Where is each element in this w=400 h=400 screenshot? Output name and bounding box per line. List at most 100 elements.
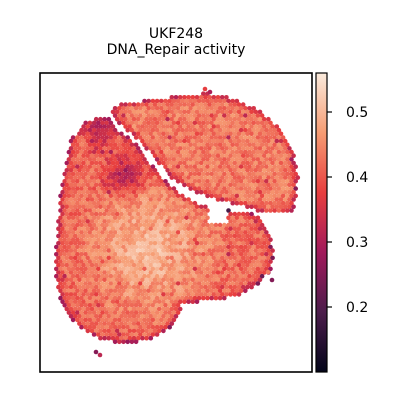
spot	[154, 215, 160, 221]
spot	[171, 288, 177, 294]
spot	[282, 182, 288, 188]
spot	[171, 120, 177, 126]
spot	[100, 266, 105, 272]
spot	[114, 182, 120, 188]
spot	[190, 204, 196, 210]
spot	[274, 138, 280, 144]
spot	[72, 168, 78, 173]
spot	[133, 281, 139, 286]
spot	[192, 266, 198, 272]
spot	[85, 277, 91, 283]
spot	[148, 197, 154, 202]
spot	[150, 171, 156, 177]
spot	[106, 211, 112, 217]
spot	[207, 153, 212, 158]
spot	[91, 295, 97, 301]
spot	[192, 222, 198, 228]
spot	[140, 306, 145, 312]
spot	[123, 241, 128, 246]
spot	[100, 127, 105, 133]
spot	[236, 160, 242, 166]
spot	[152, 233, 158, 239]
spot	[180, 230, 185, 235]
spot	[230, 127, 235, 133]
spot	[192, 215, 198, 221]
spot	[203, 124, 208, 129]
spot	[165, 131, 170, 137]
spot	[190, 277, 196, 283]
spot	[243, 252, 248, 257]
spot	[68, 189, 74, 195]
spot	[110, 189, 116, 195]
spot	[247, 106, 252, 111]
spot	[257, 226, 263, 231]
spot	[119, 226, 124, 231]
spot	[270, 124, 275, 129]
spot	[177, 233, 183, 239]
spot	[180, 215, 185, 221]
spot	[64, 241, 70, 246]
spot	[268, 171, 273, 177]
spot	[163, 164, 168, 169]
spot	[182, 124, 187, 129]
spot	[102, 255, 107, 261]
spot	[135, 146, 141, 151]
spot	[203, 175, 208, 180]
spot	[228, 284, 233, 290]
spot	[182, 197, 187, 202]
spot	[81, 160, 86, 166]
spot	[175, 171, 181, 177]
spot	[135, 328, 141, 334]
spot	[159, 252, 164, 257]
spot	[121, 171, 126, 177]
spot	[186, 95, 191, 100]
spot	[165, 168, 170, 173]
spot	[228, 292, 233, 297]
spot	[211, 175, 217, 180]
spot	[243, 222, 248, 228]
spot	[184, 259, 189, 264]
spot	[259, 186, 265, 191]
spot	[104, 157, 109, 162]
spot	[62, 230, 67, 235]
spot	[192, 142, 198, 148]
spot	[236, 248, 242, 253]
spot	[152, 248, 158, 253]
spot	[89, 211, 95, 217]
spot	[175, 149, 181, 155]
spot	[209, 295, 214, 301]
spot	[219, 168, 225, 173]
spot	[135, 299, 141, 305]
spot	[201, 252, 206, 257]
spot	[70, 208, 76, 213]
spot	[169, 321, 175, 326]
spot	[171, 149, 177, 155]
spot	[253, 138, 259, 144]
spot	[228, 116, 233, 122]
spot	[247, 171, 252, 177]
spot	[72, 299, 78, 305]
spot	[89, 197, 95, 202]
spot	[142, 113, 147, 118]
spot	[209, 98, 214, 104]
spot	[169, 95, 175, 100]
spot	[257, 197, 263, 202]
spot	[188, 171, 193, 177]
spot	[123, 299, 128, 305]
spot	[72, 182, 78, 188]
spot	[167, 230, 172, 235]
spot	[144, 262, 149, 268]
spot	[253, 153, 259, 158]
spot	[274, 131, 280, 137]
spot	[68, 204, 74, 210]
spot	[255, 222, 261, 228]
spot	[188, 135, 193, 140]
spot	[171, 310, 177, 315]
spot	[154, 142, 160, 148]
spot	[93, 189, 99, 195]
spot	[272, 164, 278, 169]
spot	[96, 230, 101, 235]
spot	[114, 284, 120, 290]
spot	[251, 113, 256, 118]
spot	[60, 277, 65, 283]
